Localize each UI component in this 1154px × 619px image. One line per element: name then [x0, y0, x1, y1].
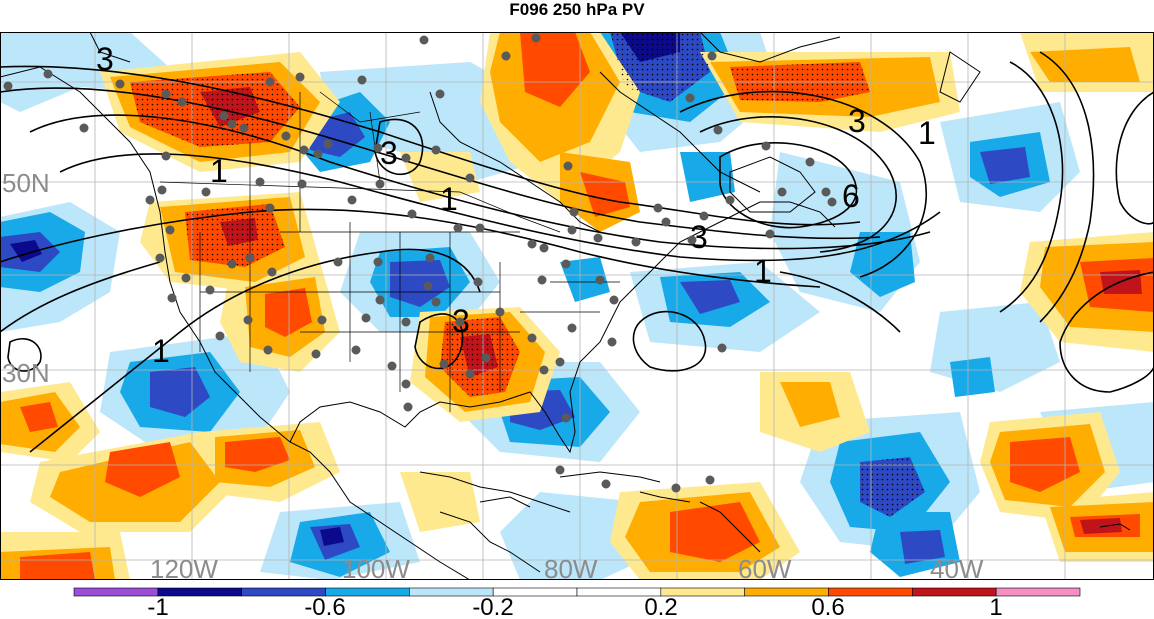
lon-label-60w: 60W — [738, 554, 792, 580]
colorbar-tick-label: -0.6 — [304, 594, 345, 619]
contour-label: 1 — [152, 333, 170, 369]
colorbar-box — [73, 587, 159, 597]
colorbar-tick-label: 1 — [989, 594, 1002, 619]
contour-label: 1 — [918, 115, 936, 151]
colorbar-tick-label: -1 — [147, 594, 168, 619]
colorbar-tick-label: 0.6 — [811, 594, 844, 619]
colorbar-box — [995, 587, 1081, 597]
lat-label-50n: 50N — [2, 168, 50, 198]
colorbar-box — [912, 587, 997, 597]
pv-contours — [0, 51, 1154, 453]
pv-map: 3 3 1 1 1 1 3 3 3 6 1 — [0, 32, 1154, 580]
colorbar-box — [157, 587, 242, 597]
contour-label: 1 — [440, 181, 458, 217]
pv-anomaly-fills — [0, 32, 1154, 580]
contour-label: 3 — [848, 103, 866, 139]
contour-label: 1 — [754, 253, 772, 289]
colorbar-tick-label: 0.2 — [644, 594, 677, 619]
contour-label: 1 — [210, 153, 228, 189]
contour-label: 3 — [380, 135, 398, 171]
station-markers — [3, 33, 837, 493]
lon-label-100w: 100W — [342, 554, 410, 580]
colorbar-tick-label: -0.2 — [472, 594, 513, 619]
coastlines — [0, 32, 1131, 580]
lon-label-40w: 40W — [930, 554, 984, 580]
axis-labels: 120W 100W 80W 60W 40W 50N 30N — [2, 168, 984, 580]
colorbar-tick-labels: -1 -0.6 -0.2 0.2 0.6 1 — [147, 594, 1002, 619]
lon-label-120w: 120W — [150, 554, 218, 580]
lon-label-80w: 80W — [544, 554, 598, 580]
contour-labels: 3 3 1 1 1 1 3 3 3 6 1 — [96, 41, 936, 369]
map-title: F096 250 hPa PV — [509, 0, 645, 19]
contour-label: 3 — [690, 219, 708, 255]
lat-label-30n: 30N — [2, 358, 50, 388]
contour-label: 3 — [96, 41, 114, 77]
colorbar: -1 -0.6 -0.2 0.2 0.6 1 — [73, 587, 1081, 619]
contour-label: 6 — [842, 178, 860, 214]
colorbar-boxes — [73, 587, 1081, 597]
